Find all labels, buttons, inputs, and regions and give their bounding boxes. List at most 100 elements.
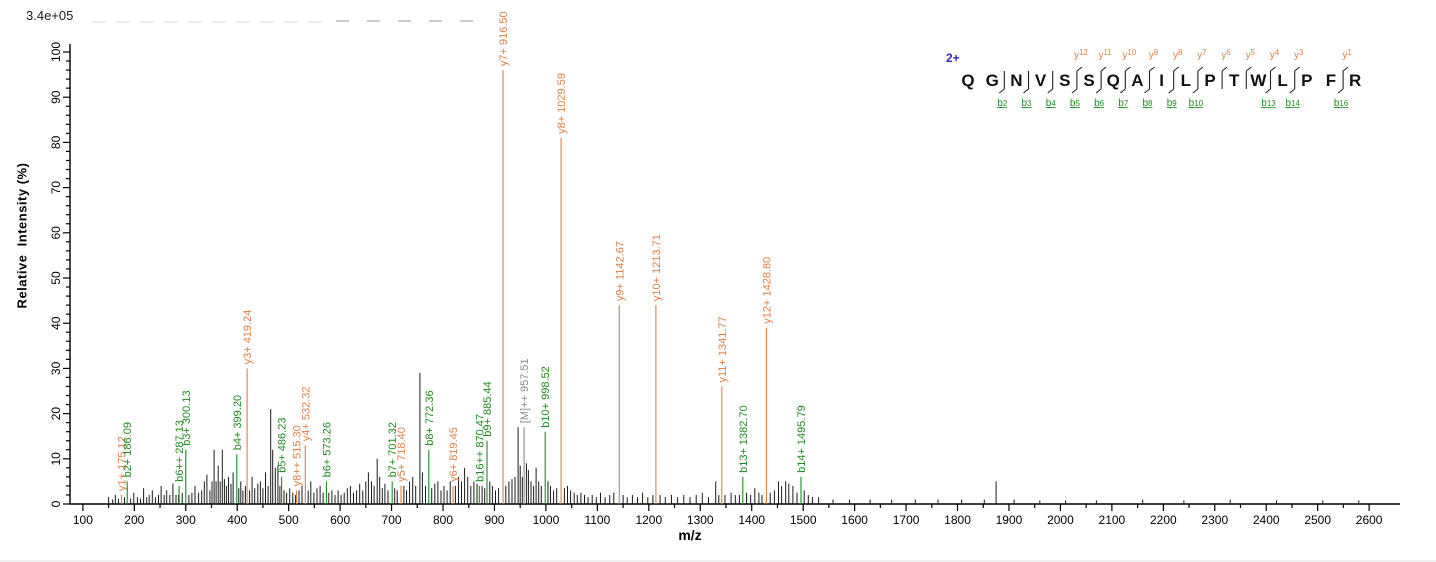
- peak-M: [M]++ 957.51: [519, 358, 531, 504]
- b-ion-label-b13: b13: [1261, 98, 1276, 109]
- svg-text:1400: 1400: [738, 513, 765, 527]
- svg-text:100: 100: [73, 513, 93, 527]
- b-ion-label-b16: b16: [1334, 98, 1349, 109]
- y-ion-label-y4: y4: [1270, 48, 1280, 61]
- b-ion-label-b9: b9: [1167, 98, 1178, 109]
- peak-b13: b13+ 1382.70: [738, 405, 750, 504]
- svg-text:800: 800: [433, 513, 453, 527]
- y-ion-label-y1: y1: [1342, 48, 1352, 61]
- y-ion-label-y7: y7: [1197, 48, 1207, 61]
- peak-b8: b8+ 772.36: [424, 390, 436, 504]
- cleavage-gap-13: [1265, 66, 1276, 94]
- svg-text:1800: 1800: [944, 513, 971, 527]
- peak-y10: y10+ 1213.71: [651, 234, 663, 504]
- peak-y1: y1+ 175.12: [117, 436, 129, 504]
- svg-text:b6++ 287.13: b6++ 287.13: [174, 420, 186, 482]
- svg-text:80: 80: [49, 135, 63, 149]
- peak-b6: b6+ 573.26: [321, 422, 333, 504]
- cleavage-gap-8: [1144, 66, 1155, 94]
- residue-15-P: P: [1301, 71, 1312, 90]
- peak-b10: b10+ 998.52: [540, 366, 552, 504]
- y-ion-label-y10: y10: [1122, 48, 1136, 61]
- svg-text:90: 90: [49, 90, 63, 104]
- svg-text:2300: 2300: [1201, 513, 1228, 527]
- residue-4-V: V: [1035, 71, 1047, 90]
- absolute-intensity-scale: 3.4e+05: [26, 8, 74, 23]
- svg-text:1300: 1300: [687, 513, 714, 527]
- svg-text:40: 40: [49, 316, 63, 330]
- svg-text:y10+ 1213.71: y10+ 1213.71: [651, 234, 663, 301]
- residue-1-Q: Q: [961, 71, 974, 90]
- svg-text:2600: 2600: [1356, 513, 1383, 527]
- svg-text:70: 70: [49, 181, 63, 195]
- residue-14-L: L: [1277, 71, 1287, 90]
- y-ion-label-y6: y6: [1221, 48, 1231, 61]
- b-ion-label-b10: b10: [1189, 98, 1204, 109]
- peak-b2: b2+ 186.09: [122, 422, 134, 504]
- svg-text:b6+ 573.26: b6+ 573.26: [321, 422, 333, 477]
- y-ion-label-y3: y3: [1294, 48, 1304, 61]
- svg-text:1000: 1000: [533, 513, 560, 527]
- residue-2-G: G: [986, 71, 999, 90]
- residue-12-T: T: [1229, 71, 1240, 90]
- svg-text:60: 60: [49, 226, 63, 240]
- svg-text:b4+ 399.20: b4+ 399.20: [232, 395, 244, 450]
- residue-16-F: F: [1326, 71, 1336, 90]
- cleavage-gap-5: [1071, 66, 1083, 94]
- peak-b4: b4+ 399.20: [232, 395, 244, 504]
- svg-text:200: 200: [124, 513, 144, 527]
- svg-text:2200: 2200: [1150, 513, 1177, 527]
- svg-text:2100: 2100: [1099, 513, 1126, 527]
- b-ion-label-b7: b7: [1118, 98, 1129, 109]
- svg-text:b14+ 1495.79: b14+ 1495.79: [796, 405, 808, 473]
- cleavage-gap-12: [1245, 66, 1252, 89]
- peak-y8: y8++ 515.30: [292, 425, 304, 504]
- svg-text:y1+ 175.12: y1+ 175.12: [117, 436, 129, 491]
- svg-text:b5+ 486.23: b5+ 486.23: [277, 418, 289, 473]
- svg-text:900: 900: [484, 513, 504, 527]
- svg-text:b3+ 300.13: b3+ 300.13: [181, 390, 193, 445]
- svg-text:y4+ 532.32: y4+ 532.32: [300, 386, 312, 441]
- residue-13-W: W: [1250, 71, 1267, 90]
- b-ion-label-b4: b4: [1046, 98, 1057, 109]
- b-ion-label-b2: b2: [997, 98, 1008, 109]
- svg-text:700: 700: [382, 513, 402, 527]
- svg-text:50: 50: [49, 271, 63, 285]
- peak-y5: y5+ 718.40: [396, 427, 408, 504]
- y-ion-label-y11: y11: [1098, 48, 1112, 61]
- svg-text:1100: 1100: [584, 513, 610, 527]
- x-axis-title: m/z: [678, 527, 702, 543]
- cleavage-gap-16: [1337, 66, 1349, 94]
- svg-text:1900: 1900: [996, 513, 1023, 527]
- svg-text:2500: 2500: [1304, 513, 1331, 527]
- peak-b3: b3+ 300.13: [181, 390, 193, 504]
- svg-text:300: 300: [176, 513, 196, 527]
- svg-text:100: 100: [49, 42, 63, 62]
- peak-b7: b7+ 701.32: [387, 422, 399, 504]
- y-ion-label-y9: y9: [1149, 48, 1159, 61]
- svg-text:1200: 1200: [635, 513, 662, 527]
- noise-peaks: [108, 372, 1360, 504]
- y-axis-title: Relative Intensity (%): [14, 162, 30, 309]
- svg-text:30: 30: [49, 361, 63, 375]
- svg-text:0: 0: [49, 500, 63, 507]
- svg-text:b7+ 701.32: b7+ 701.32: [387, 422, 399, 477]
- peak-b16: b16++ 870.47: [474, 414, 486, 504]
- peak-b9: b9+ 885.44: [482, 381, 494, 504]
- cleavage-gap-3: [1023, 71, 1030, 94]
- residue-9-I: I: [1159, 71, 1164, 90]
- cleavage-gap-4: [1047, 71, 1054, 94]
- peak-y4: y4+ 532.32: [300, 386, 312, 504]
- svg-text:b8+ 772.36: b8+ 772.36: [424, 390, 436, 445]
- b-ion-label-b14: b14: [1285, 98, 1300, 109]
- precursor-charge-label: 2+: [946, 51, 960, 65]
- svg-text:20: 20: [49, 407, 63, 421]
- svg-text:1700: 1700: [893, 513, 920, 527]
- residue-5-S: S: [1059, 71, 1070, 90]
- residue-11-P: P: [1204, 71, 1215, 90]
- svg-text:2400: 2400: [1253, 513, 1280, 527]
- b-ion-label-b8: b8: [1142, 98, 1153, 109]
- cleavage-gap-6: [1095, 66, 1107, 94]
